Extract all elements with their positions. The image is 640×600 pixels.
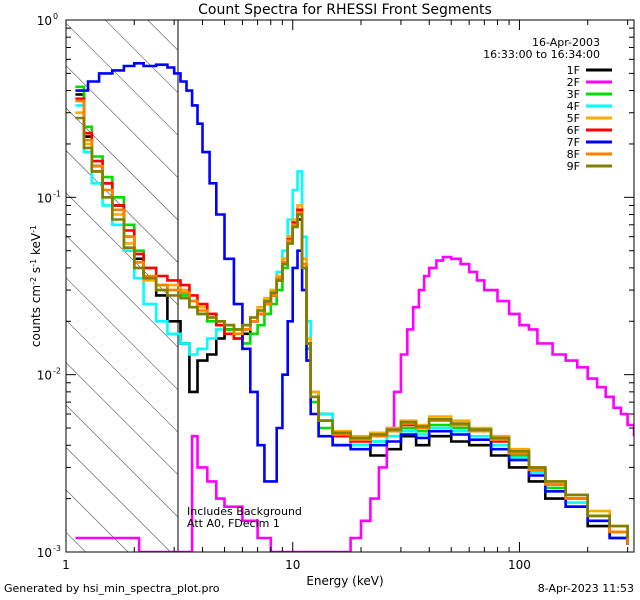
chart-title: Count Spectra for RHESSI Front Segments [198,2,492,18]
y-tick-label: 10 [37,191,52,205]
y-tick-label: 10 [37,14,52,28]
series-group [75,62,634,552]
series-line-2F [75,255,634,552]
footer-timestamp: 8-Apr-2023 11:53 [537,582,634,595]
y-tick-exponent: -2 [53,367,61,376]
x-tick-label: 10 [285,558,300,572]
x-tick-label: 1 [62,558,70,572]
legend-label-6F: 6F [567,124,580,137]
series-line-9F [75,116,629,538]
y-tick-exponent: 0 [53,12,58,21]
annotation-background: Includes Background [187,505,302,518]
x-tick-label: 100 [508,558,531,572]
series-line-7F [75,62,629,545]
x-axis-label: Energy (keV) [306,574,383,588]
legend-label-7F: 7F [567,136,580,149]
legend-label-5F: 5F [567,112,580,125]
plot-frame [65,19,635,553]
legend-label-9F: 9F [567,160,580,173]
legend-label-8F: 8F [567,148,580,161]
legend-label-4F: 4F [567,100,580,113]
time-range-label: 16:33:00 to 16:34:00 [483,48,600,61]
y-tick-label: 10 [37,546,52,560]
date-label: 16-Apr-2003 [532,36,600,49]
y-axis-label: counts cm-2 s-1 keV-1 [29,225,44,347]
legend-label-1F: 1F [567,64,580,77]
y-tick-exponent: -1 [53,189,61,198]
y-tick-label: 10 [37,369,52,383]
y-tick-exponent: -3 [53,544,61,553]
footer-generated-by: Generated by hsi_min_spectra_plot.pro [4,582,220,595]
legend-label-2F: 2F [567,76,580,89]
legend-label-3F: 3F [567,88,580,101]
annotation-attenuator: Att A0, FDecim 1 [187,517,280,530]
